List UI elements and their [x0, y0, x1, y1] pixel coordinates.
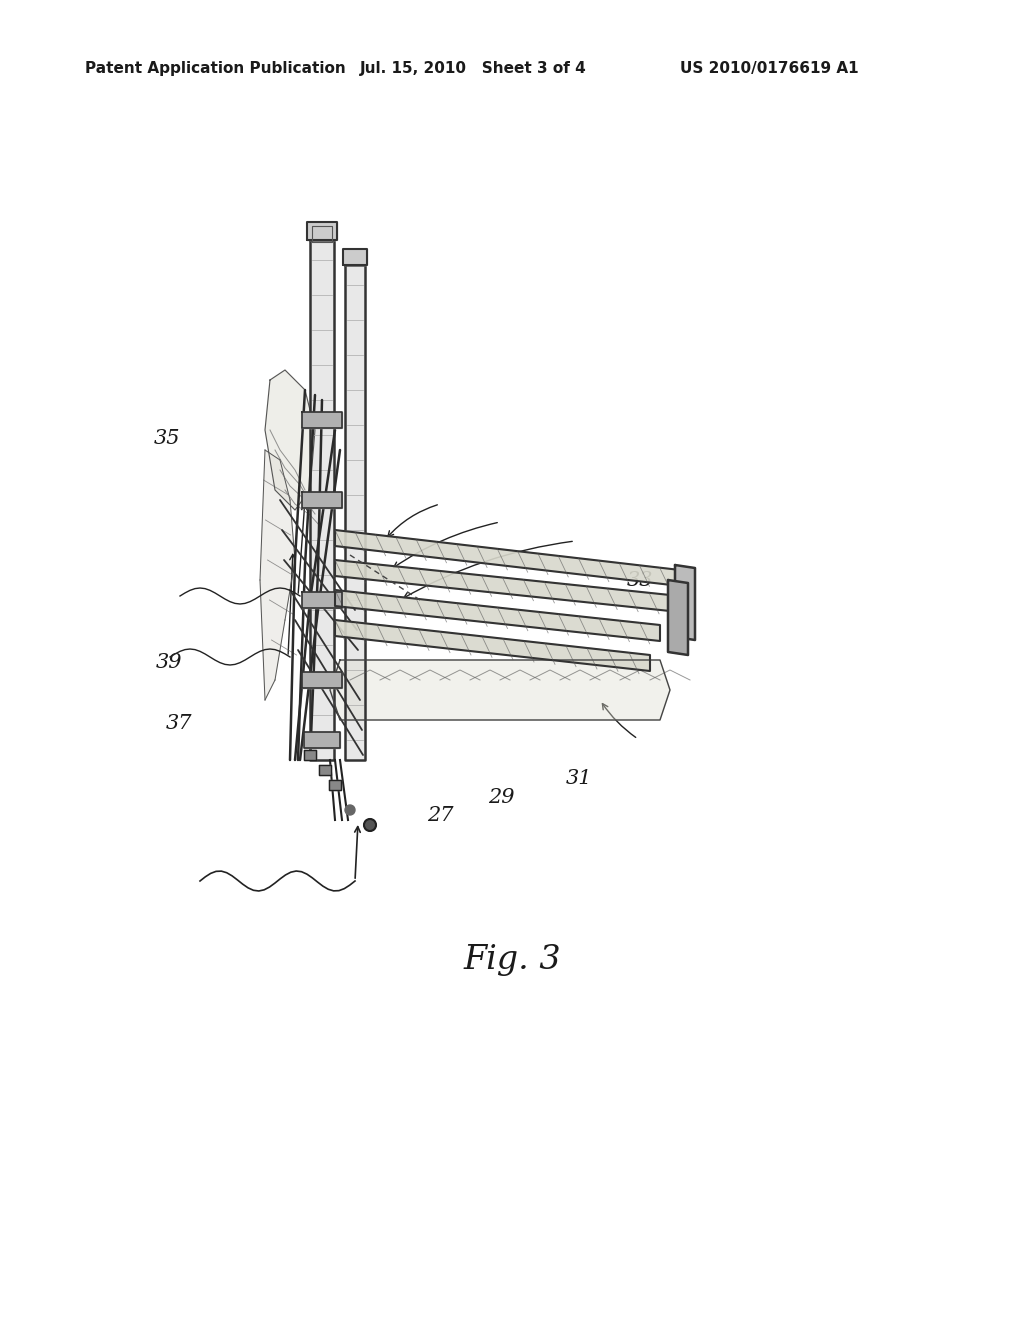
Polygon shape: [265, 370, 315, 510]
Polygon shape: [310, 240, 334, 760]
Polygon shape: [345, 265, 365, 760]
Polygon shape: [335, 560, 670, 611]
Circle shape: [364, 818, 376, 832]
Text: Jul. 15, 2010   Sheet 3 of 4: Jul. 15, 2010 Sheet 3 of 4: [360, 61, 587, 75]
Text: 39: 39: [156, 653, 182, 672]
Polygon shape: [335, 620, 650, 671]
Text: 29: 29: [488, 788, 515, 807]
Polygon shape: [302, 412, 342, 428]
Polygon shape: [329, 780, 341, 789]
Polygon shape: [675, 565, 695, 640]
Text: 35: 35: [154, 429, 180, 447]
Text: 37: 37: [166, 714, 193, 733]
Text: Fig. 3: Fig. 3: [463, 944, 561, 975]
Circle shape: [345, 805, 355, 814]
Text: 31: 31: [565, 770, 592, 788]
Text: US 2010/0176619 A1: US 2010/0176619 A1: [680, 61, 859, 75]
Polygon shape: [343, 249, 367, 265]
Text: Patent Application Publication: Patent Application Publication: [85, 61, 346, 75]
Text: 27: 27: [427, 807, 454, 825]
Polygon shape: [335, 590, 660, 642]
Polygon shape: [330, 660, 670, 719]
Polygon shape: [260, 450, 295, 700]
Polygon shape: [668, 579, 688, 655]
Polygon shape: [302, 492, 342, 508]
Text: 33: 33: [627, 572, 653, 590]
Polygon shape: [335, 531, 680, 586]
Polygon shape: [307, 222, 337, 240]
Polygon shape: [302, 591, 342, 609]
Polygon shape: [304, 733, 340, 748]
Polygon shape: [319, 766, 331, 775]
Polygon shape: [304, 750, 316, 760]
Polygon shape: [302, 672, 342, 688]
